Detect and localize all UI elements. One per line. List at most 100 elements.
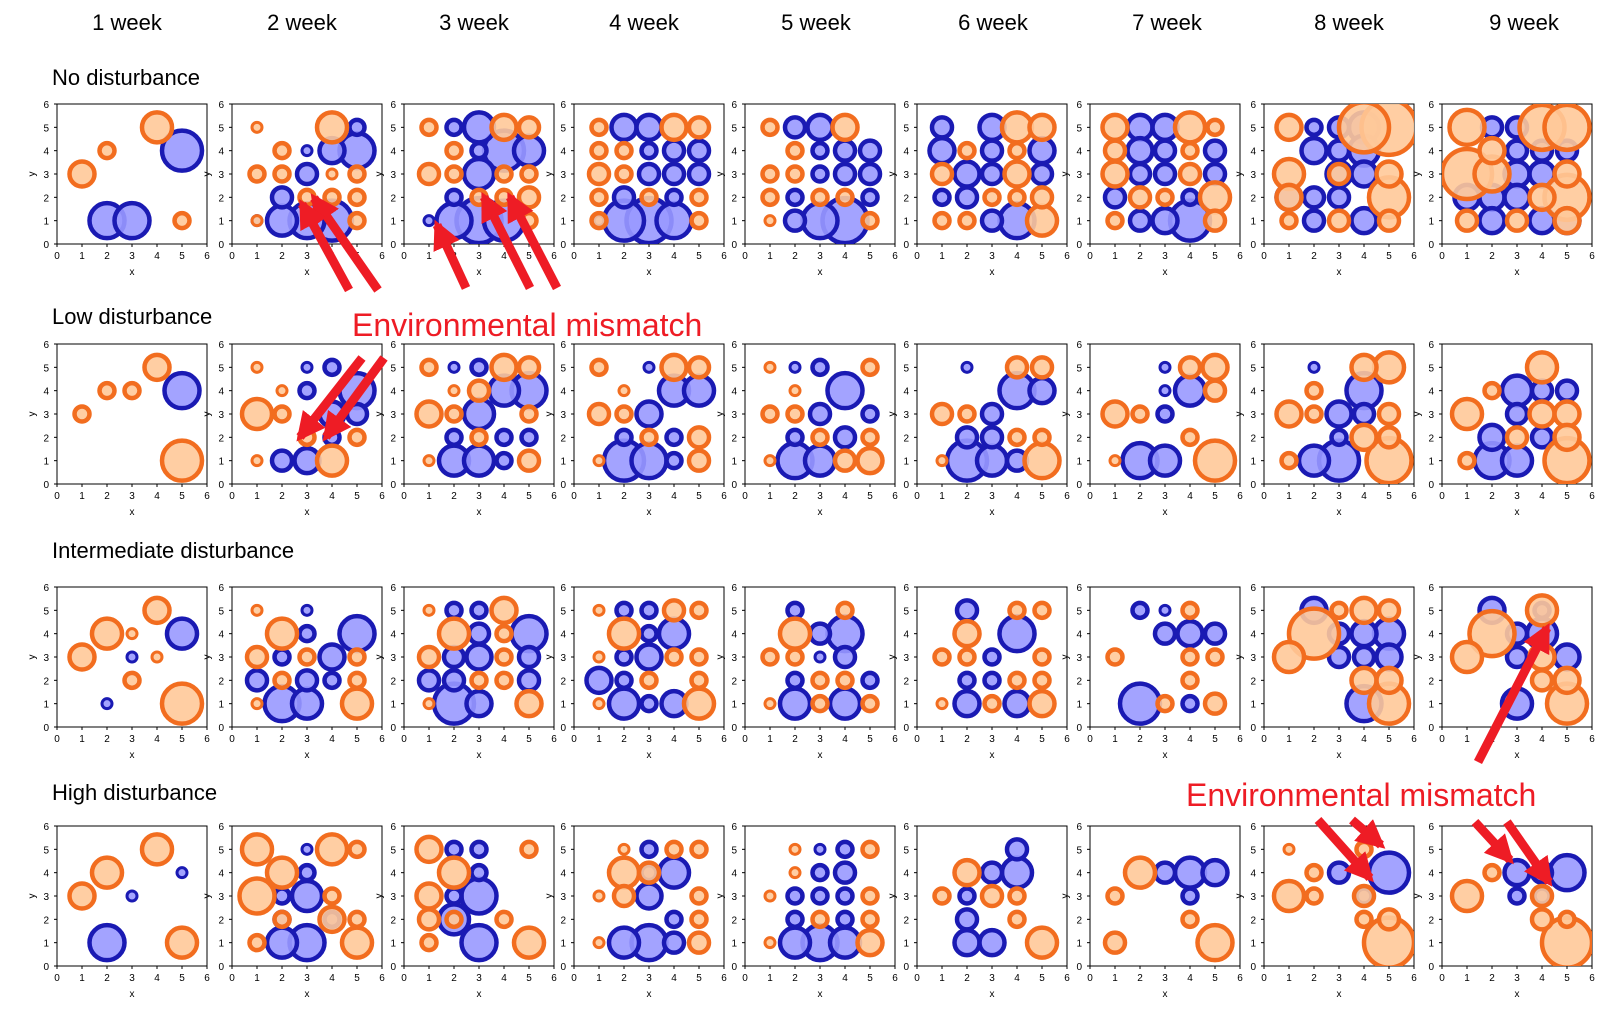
y-axis-label: y [202, 412, 213, 417]
x-tick-label: 0 [742, 251, 748, 262]
y-tick-label: 2 [390, 915, 396, 926]
arrow-icon [1473, 622, 1552, 765]
y-tick-label: 0 [731, 723, 737, 734]
y-tick-label: 0 [560, 723, 566, 734]
x-tick-label: 5 [526, 251, 532, 262]
x-tick-label: 6 [721, 251, 727, 262]
bubble-orange [164, 925, 200, 960]
y-tick-label: 1 [560, 939, 566, 950]
bubble-orange [810, 670, 830, 691]
bubble-blue [929, 115, 955, 140]
bubble-orange [957, 647, 977, 667]
x-axis-label: x [647, 750, 652, 761]
y-tick-label: 1 [1428, 217, 1434, 228]
bubble-orange [1032, 600, 1052, 621]
bubble-orange [72, 404, 92, 424]
y-tick-label: 3 [731, 410, 737, 421]
y-tick-label: 6 [1250, 340, 1256, 351]
bubble-blue [857, 161, 883, 187]
bubble-orange [929, 161, 955, 187]
bubble-orange [347, 164, 367, 184]
bubble-orange [67, 159, 97, 189]
bubble-blue [832, 425, 858, 450]
y-tick-label: 4 [218, 630, 224, 641]
bubble-orange [1180, 909, 1200, 930]
y-tick-label: 5 [731, 123, 737, 134]
bubble-orange [172, 210, 192, 231]
x-tick-label: 2 [1311, 251, 1317, 262]
bubble-orange [1027, 112, 1057, 143]
y-tick-label: 0 [903, 723, 909, 734]
bubble-orange [1032, 427, 1052, 448]
y-tick-label: 6 [43, 100, 49, 111]
x-tick-label: 1 [1112, 491, 1118, 502]
bubble-orange [1155, 187, 1175, 208]
x-axis-label: x [130, 989, 135, 1000]
bubble-orange [1122, 855, 1158, 890]
arrow-icon [1471, 818, 1514, 865]
y-tick-label: 6 [1076, 100, 1082, 111]
x-tick-label: 1 [1112, 734, 1118, 745]
bubble-blue [447, 360, 461, 374]
x-tick-label: 4 [842, 973, 848, 984]
x-tick-label: 6 [892, 734, 898, 745]
y-tick-label: 3 [1250, 410, 1256, 421]
bubble-orange [150, 650, 164, 664]
x-tick-label: 3 [129, 734, 135, 745]
x-tick-label: 6 [1411, 491, 1417, 502]
x-tick-label: 1 [1464, 251, 1470, 262]
bubble-orange [1279, 210, 1299, 231]
bubble-blue [494, 427, 514, 448]
x-tick-label: 4 [329, 734, 335, 745]
bubble-orange [760, 647, 780, 667]
x-tick-label: 6 [551, 251, 557, 262]
x-tick-label: 0 [1439, 734, 1445, 745]
bubble-orange [932, 210, 952, 231]
x-tick-label: 0 [1439, 973, 1445, 984]
bubble-blue [272, 647, 292, 667]
week-label: 6 week [958, 10, 1029, 35]
x-tick-label: 5 [1212, 734, 1218, 745]
y-tick-label: 0 [560, 962, 566, 973]
x-tick-label: 3 [817, 251, 823, 262]
y-tick-label: 2 [903, 193, 909, 204]
x-tick-label: 4 [1014, 973, 1020, 984]
bubble-orange [414, 834, 444, 865]
x-tick-label: 4 [1539, 973, 1545, 984]
bubble-blue [952, 927, 982, 958]
bubble-blue [954, 907, 980, 932]
y-tick-label: 4 [1428, 147, 1434, 158]
y-tick-label: 5 [43, 845, 49, 856]
y-tick-label: 2 [43, 193, 49, 204]
x-tick-label: 2 [621, 734, 627, 745]
x-tick-label: 6 [1064, 251, 1070, 262]
bubble-orange [1504, 425, 1530, 450]
y-tick-label: 2 [560, 676, 566, 687]
y-tick-label: 4 [903, 147, 909, 158]
x-tick-label: 0 [742, 973, 748, 984]
x-tick-label: 3 [1336, 973, 1342, 984]
bubble-orange [466, 378, 492, 403]
x-tick-label: 4 [1539, 251, 1545, 262]
y-tick-label: 1 [560, 217, 566, 228]
bubble-blue [614, 670, 634, 691]
y-tick-label: 2 [1076, 676, 1082, 687]
x-axis-label: x [305, 989, 310, 1000]
bubble-orange [125, 627, 139, 641]
x-tick-label: 2 [1311, 973, 1317, 984]
x-axis-label: x [1163, 750, 1168, 761]
y-tick-label: 0 [390, 962, 396, 973]
bubble-orange [1100, 159, 1130, 189]
y-tick-label: 2 [731, 433, 737, 444]
y-tick-label: 5 [390, 606, 396, 617]
x-tick-label: 5 [179, 973, 185, 984]
y-tick-label: 3 [1076, 892, 1082, 903]
y-tick-label: 1 [1250, 457, 1256, 468]
bubble-orange [347, 647, 367, 667]
bubble-orange [422, 697, 436, 711]
y-axis-label: y [887, 894, 898, 899]
